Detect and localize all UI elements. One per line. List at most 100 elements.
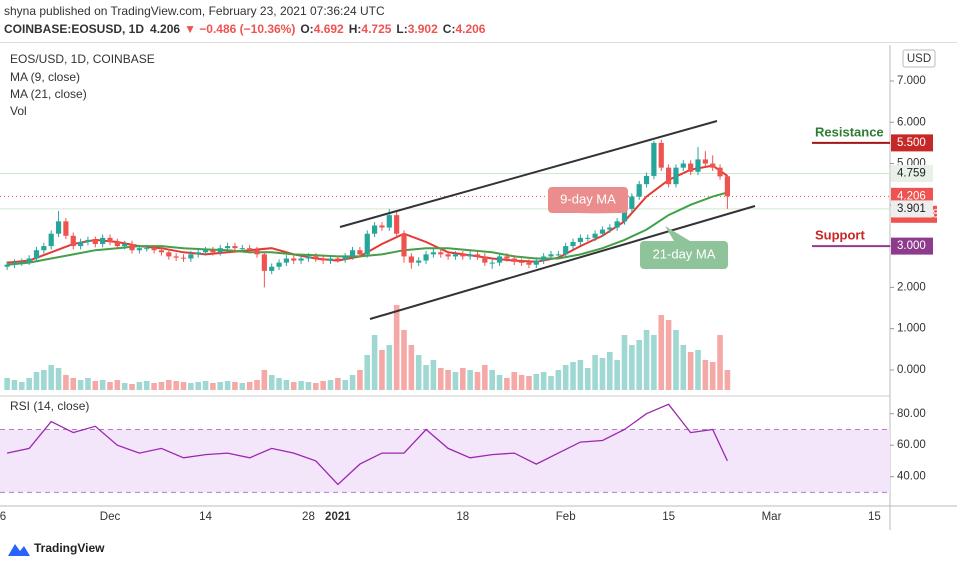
last: 4.206 (150, 22, 180, 36)
volume-bar (504, 378, 510, 390)
level-label: Support (815, 228, 865, 243)
volume-bar (496, 375, 503, 390)
candle-body (320, 258, 326, 261)
candle-body (364, 233, 370, 255)
volume-bar (555, 370, 562, 390)
volume-bar (364, 355, 371, 390)
x-tick-label: 14 (199, 511, 212, 523)
volume-bar (239, 383, 246, 390)
volume-bar (357, 370, 363, 390)
volume-bar (489, 370, 495, 390)
volume-bar (70, 378, 77, 390)
candle-body (570, 241, 576, 247)
legend-vol: Vol (10, 104, 27, 118)
candle-body (151, 248, 157, 251)
candle-body (283, 258, 289, 263)
volume-bar (217, 382, 224, 390)
divider (0, 42, 957, 43)
volume-bar (224, 381, 231, 390)
price-label-box (891, 200, 933, 218)
candle-body (225, 246, 231, 249)
candle-body (636, 184, 642, 197)
volume-bar (643, 330, 650, 390)
x-tick-label: Dec (100, 511, 121, 523)
candle-body (438, 252, 444, 255)
candle-body (122, 244, 128, 247)
volume-bar (26, 378, 32, 390)
volume-bar (92, 381, 99, 390)
volume-bar (379, 350, 385, 390)
price-label-box (891, 134, 933, 152)
candle-body (276, 262, 282, 267)
logo-icon (8, 544, 30, 556)
price-label: 4.206 (897, 190, 926, 202)
candle-body (195, 252, 201, 255)
volume-bar (143, 381, 150, 390)
volume-bar (695, 350, 701, 390)
candle-body (41, 246, 47, 251)
volume-bar (562, 365, 569, 390)
candle-body (239, 248, 245, 250)
callout-pointer (578, 213, 620, 214)
volume-bar (533, 374, 540, 390)
volume-bar (232, 382, 238, 390)
volume-bar (702, 360, 709, 390)
volume-bar (55, 368, 62, 390)
candle-body (504, 256, 510, 259)
candle-body (254, 250, 260, 255)
candle-body (577, 237, 583, 242)
candle-body (460, 254, 466, 257)
callout-label: 21-day MA (653, 246, 716, 261)
volume-bar (607, 352, 613, 390)
volume-bar (709, 362, 716, 390)
candle-body (144, 248, 150, 250)
candle-body (423, 254, 429, 261)
x-tick-label: Feb (556, 511, 576, 523)
candle-body (688, 163, 694, 172)
volume-bar (180, 382, 187, 390)
volume-bar (19, 382, 25, 390)
candle-body (55, 221, 62, 234)
volume-bar (129, 384, 135, 390)
x-tick-label: 28 (302, 511, 315, 523)
volume-bar (452, 372, 459, 390)
candle-body (48, 233, 54, 247)
candle-body (666, 167, 672, 185)
x-tick-label: 16 (0, 511, 6, 523)
volume-bar (202, 381, 209, 390)
volume-bar (680, 345, 687, 390)
currency: USD (907, 53, 931, 65)
moving-average (7, 164, 728, 264)
candle-body (85, 239, 91, 242)
volume-bar (518, 375, 525, 390)
price-label-box (891, 164, 933, 182)
published: shyna published on TradingView.com, Febr… (4, 4, 385, 18)
candle-body (548, 254, 554, 257)
quote-line: COINBASE:EOSUSD, 1D 4.206 ▼ −0.486 (−10.36… (4, 22, 486, 36)
candle-body (599, 229, 606, 234)
volume-bar (166, 380, 172, 390)
candle-body (467, 254, 473, 257)
candle-body (394, 215, 400, 234)
candle-body (416, 260, 422, 263)
volume-bar (423, 365, 429, 390)
candle-body (232, 246, 238, 249)
candle-body (4, 264, 10, 267)
candle-body (136, 248, 142, 251)
candle-body (643, 175, 650, 185)
candle-body (291, 258, 297, 261)
y-tick-label: 6.000 (897, 116, 926, 128)
candle-body (386, 215, 392, 228)
volume-bar (415, 355, 422, 390)
candle-body (372, 225, 378, 234)
legend-ma21: MA (21, close) (10, 87, 87, 101)
candle-body (202, 250, 209, 253)
candle-body (158, 250, 165, 253)
volume-bar (724, 370, 731, 390)
candle-body (533, 260, 539, 265)
x-tick-label: 15 (662, 511, 675, 523)
volume-bar (460, 368, 466, 390)
volume-bar (592, 355, 598, 390)
volume-bar (673, 330, 679, 390)
